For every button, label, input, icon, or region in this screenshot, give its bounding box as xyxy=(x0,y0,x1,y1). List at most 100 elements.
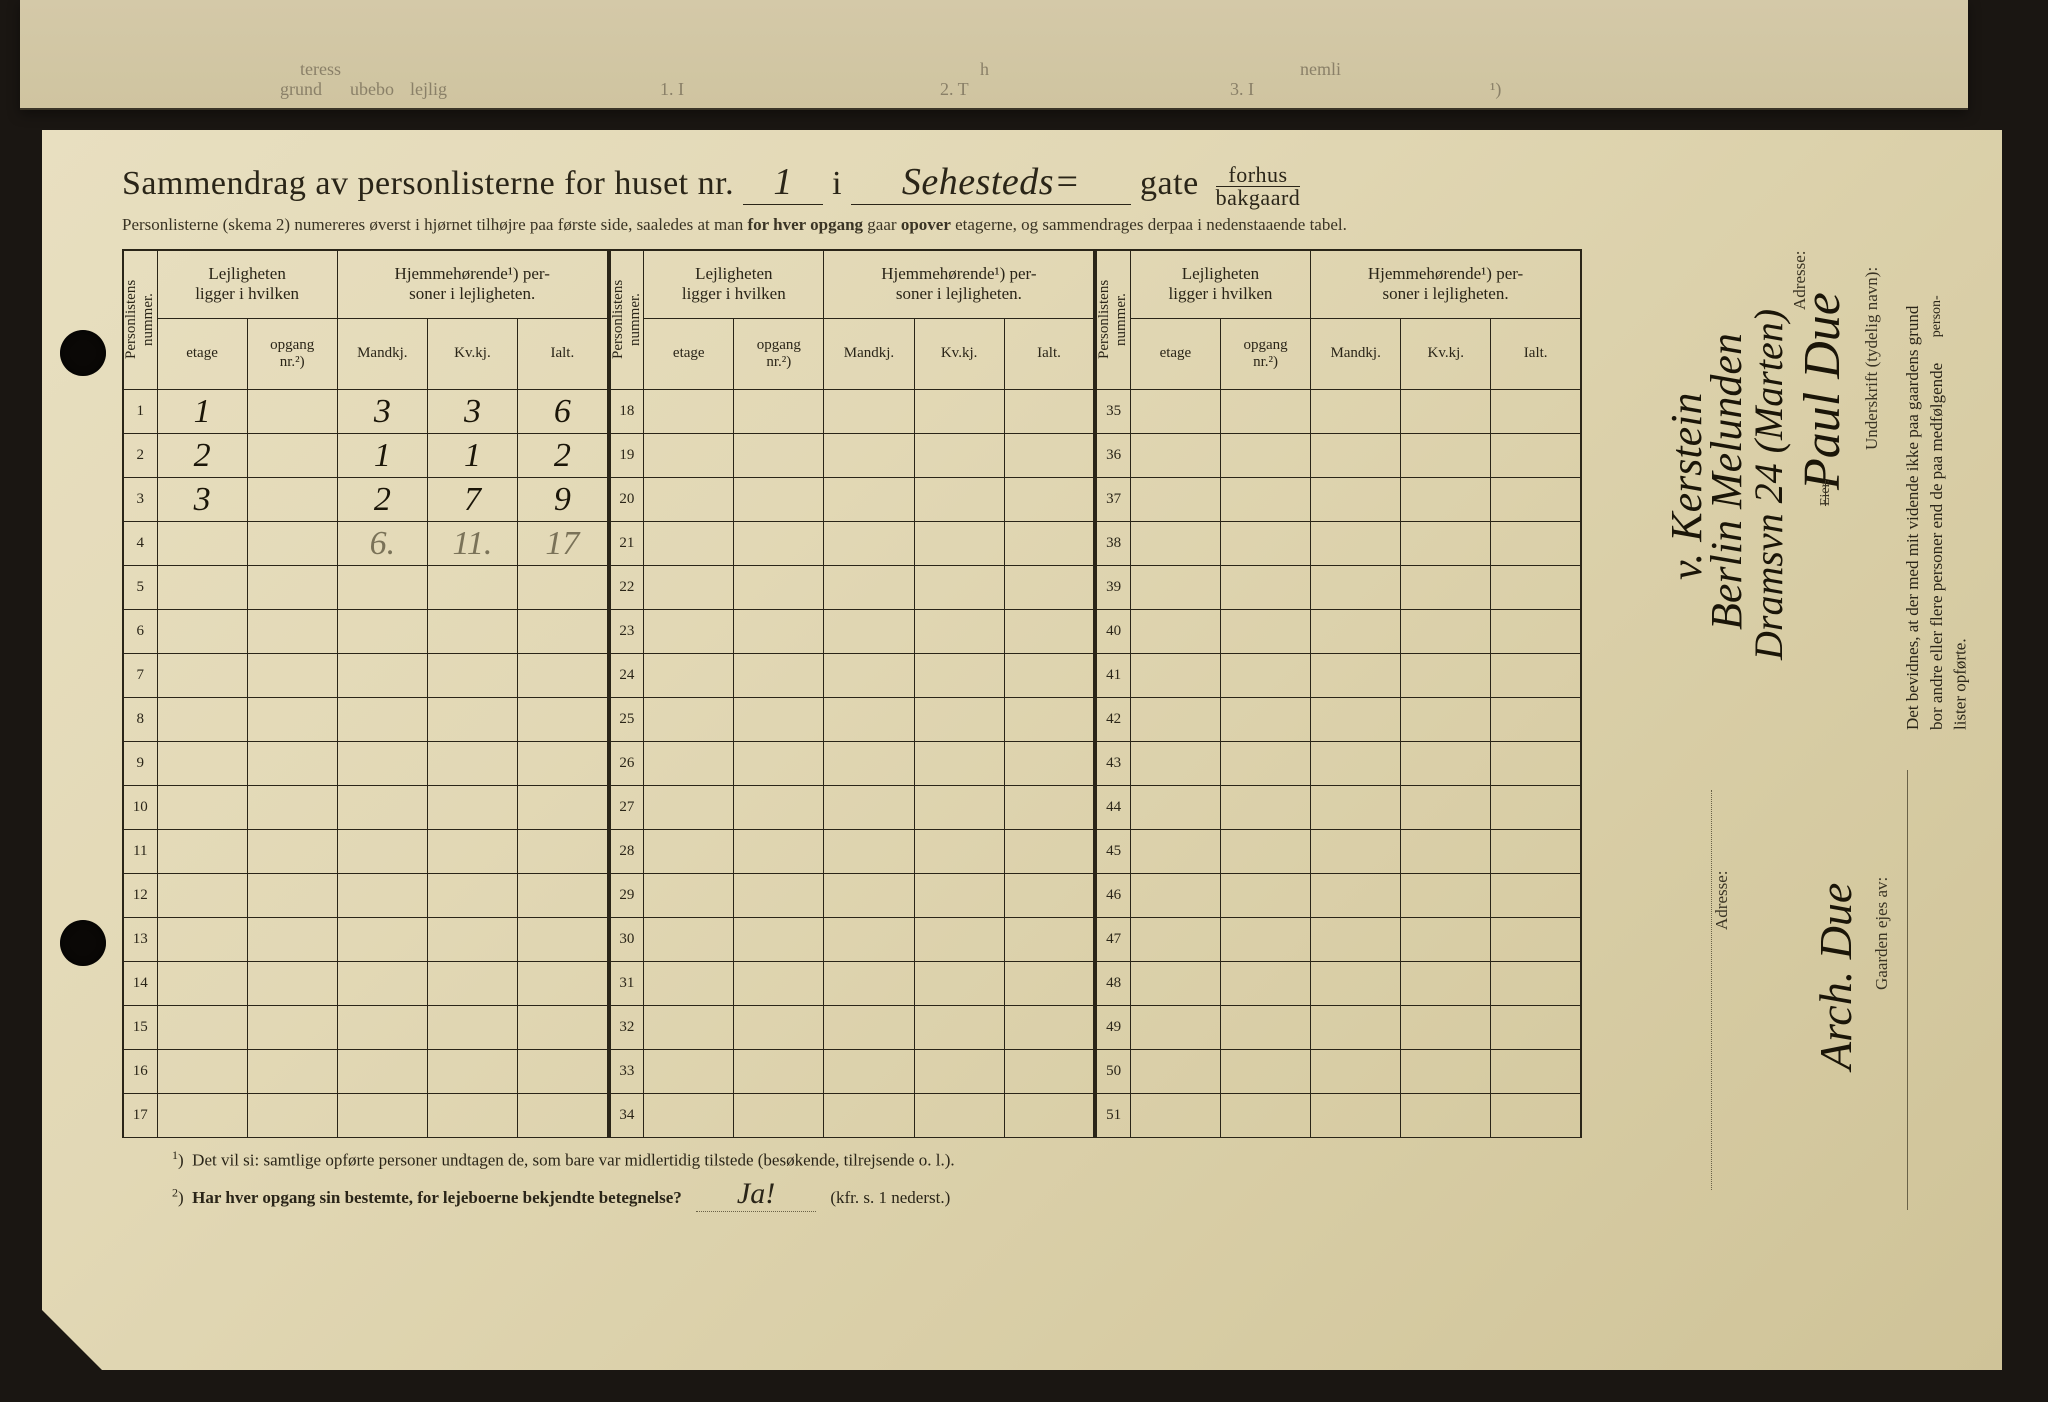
cell-ialt xyxy=(1491,830,1581,874)
cell-opgang xyxy=(247,566,337,610)
row-number: 12 xyxy=(123,874,157,918)
cell-kvkj xyxy=(914,566,1004,610)
cell-opgang xyxy=(734,786,824,830)
cell-kvkj xyxy=(914,698,1004,742)
cell-mandkj xyxy=(337,918,427,962)
cell-opgang xyxy=(247,610,337,654)
cell-etage xyxy=(157,962,247,1006)
row-number: 31 xyxy=(610,962,644,1006)
col-personlistens: Personlistensnummer. xyxy=(1096,250,1130,390)
row-number: 9 xyxy=(123,742,157,786)
cell-mandkj xyxy=(824,874,914,918)
cell-ialt xyxy=(518,742,608,786)
cell-etage: 2 xyxy=(157,434,247,478)
cell-kvkj xyxy=(914,742,1004,786)
cell-etage xyxy=(157,786,247,830)
row-number: 35 xyxy=(1096,390,1130,434)
cell-etage xyxy=(157,654,247,698)
cell-opgang xyxy=(1220,918,1310,962)
cell-ialt xyxy=(518,698,608,742)
cell-kvkj xyxy=(427,786,517,830)
cell-opgang xyxy=(247,1050,337,1094)
cell-opgang xyxy=(1220,786,1310,830)
cell-kvkj: 7 xyxy=(427,478,517,522)
row-number: 8 xyxy=(123,698,157,742)
cell-etage xyxy=(1130,1006,1220,1050)
cell-opgang xyxy=(734,566,824,610)
cell-ialt xyxy=(1491,1050,1581,1094)
cell-mandkj xyxy=(824,522,914,566)
cell-etage xyxy=(644,742,734,786)
cell-mandkj xyxy=(1311,830,1401,874)
table-row: 41 xyxy=(1096,654,1581,698)
row-number: 7 xyxy=(123,654,157,698)
fraction-top: forhus xyxy=(1216,164,1301,187)
cell-etage xyxy=(644,478,734,522)
cell-ialt xyxy=(1491,478,1581,522)
col-kvkj: Kv.kj. xyxy=(914,318,1004,390)
cell-kvkj xyxy=(914,478,1004,522)
table-row: 26 xyxy=(610,742,1095,786)
table-row: 30 xyxy=(610,918,1095,962)
cell-kvkj xyxy=(914,654,1004,698)
cell-etage xyxy=(157,1006,247,1050)
cell-kvkj xyxy=(914,786,1004,830)
table-row: 32 xyxy=(610,1006,1095,1050)
row-number: 14 xyxy=(123,962,157,1006)
cell-mandkj xyxy=(1311,1050,1401,1094)
table-row: 45 xyxy=(1096,830,1581,874)
cell-etage xyxy=(157,742,247,786)
row-number: 2 xyxy=(123,434,157,478)
cell-mandkj xyxy=(824,654,914,698)
cell-opgang xyxy=(1220,566,1310,610)
gaarden-hand: Arch. Due xyxy=(1809,770,1862,1070)
cell-mandkj xyxy=(1311,918,1401,962)
cell-ialt xyxy=(1491,874,1581,918)
cell-kvkj xyxy=(427,1094,517,1138)
cell-mandkj xyxy=(337,1006,427,1050)
col-lejligheten: Lejlighetenligger i hvilken xyxy=(644,250,824,319)
table-row: 49 xyxy=(1096,1006,1581,1050)
cell-ialt xyxy=(1004,522,1094,566)
cell-mandkj xyxy=(337,742,427,786)
house-number-hand: 1 xyxy=(743,160,823,205)
cell-ialt xyxy=(1491,698,1581,742)
cell-mandkj xyxy=(824,962,914,1006)
row-number: 23 xyxy=(610,610,644,654)
cell-etage xyxy=(644,566,734,610)
cell-etage: 1 xyxy=(157,390,247,434)
cell-kvkj xyxy=(914,918,1004,962)
underskrift-label: Underskrift (tydelig navn): xyxy=(1862,190,1882,450)
document-page: Sammendrag av personlisterne for huset n… xyxy=(42,130,2002,1370)
table-row: 3 3 2 7 9 xyxy=(123,478,608,522)
cell-opgang xyxy=(734,830,824,874)
col-lejligheten: Lejlighetenligger i hvilken xyxy=(157,250,337,319)
cell-mandkj xyxy=(1311,478,1401,522)
cell-opgang xyxy=(734,1006,824,1050)
row-number: 22 xyxy=(610,566,644,610)
cell-mandkj xyxy=(337,698,427,742)
cell-kvkj xyxy=(914,1050,1004,1094)
cell-kvkj xyxy=(1401,610,1491,654)
summary-table: Personlistensnummer. Lejlighetenligger i… xyxy=(122,249,1582,1139)
cell-kvkj xyxy=(1401,962,1491,1006)
table-row: 22 xyxy=(610,566,1095,610)
cell-etage xyxy=(1130,742,1220,786)
table-row: 37 xyxy=(1096,478,1581,522)
cell-ialt xyxy=(518,1094,608,1138)
row-number: 16 xyxy=(123,1050,157,1094)
cell-etage xyxy=(1130,1050,1220,1094)
cell-mandkj: 3 xyxy=(337,390,427,434)
fragment: 1. I xyxy=(660,79,684,100)
cell-opgang xyxy=(1220,654,1310,698)
cell-kvkj xyxy=(914,962,1004,1006)
cell-kvkj xyxy=(427,1050,517,1094)
cell-mandkj xyxy=(1311,874,1401,918)
cell-kvkj xyxy=(427,610,517,654)
cell-opgang xyxy=(734,962,824,1006)
cell-ialt xyxy=(1004,610,1094,654)
cell-ialt xyxy=(1491,786,1581,830)
table-row: 47 xyxy=(1096,918,1581,962)
row-number: 18 xyxy=(610,390,644,434)
table-block-3: Personlistensnummer. Lejlighetenligger i… xyxy=(1095,249,1582,1139)
